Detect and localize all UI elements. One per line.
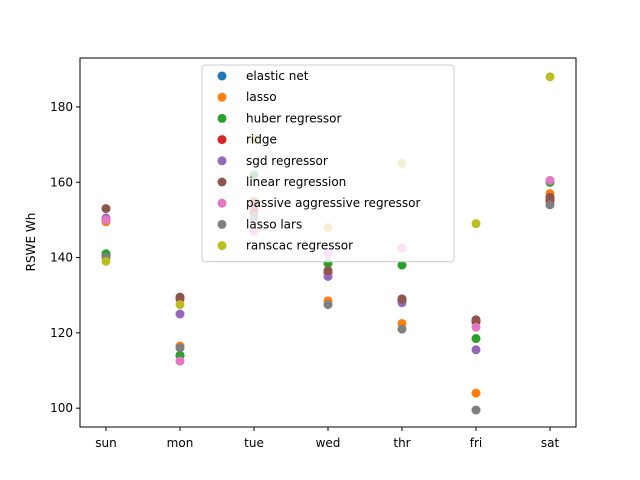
point-lasso-lars-wed <box>323 300 333 310</box>
legend-marker-lasso <box>217 92 227 102</box>
legend-label-ranscac-regressor: ranscac regressor <box>246 239 353 253</box>
legend-label-lasso: lasso <box>246 90 277 104</box>
point-passive-aggressive-regressor-sun <box>101 215 111 225</box>
point-lasso-lars-fri <box>471 405 481 415</box>
legend-marker-linear-regression <box>217 177 227 187</box>
point-ranscac-regressor-sun <box>101 256 111 266</box>
point-linear-regression-thr <box>397 294 407 304</box>
legend-marker-huber-regressor <box>217 113 227 123</box>
point-huber-regressor-fri <box>471 334 481 344</box>
legend-label-ridge: ridge <box>246 133 277 147</box>
legend-label-elastic-net: elastic net <box>246 69 309 83</box>
y-axis: 100 120 140 160 180 <box>50 100 80 415</box>
x-tick-label-thr: thr <box>393 436 410 450</box>
legend-marker-sgd-regressor <box>217 156 227 166</box>
point-ranscac-regressor-sat <box>545 72 555 82</box>
x-tick-label-mon: mon <box>167 436 194 450</box>
point-linear-regression-sat <box>545 192 555 202</box>
point-linear-regression-fri <box>471 315 481 325</box>
legend-marker-passive-aggressive-regressor <box>217 198 227 208</box>
x-tick-label-wed: wed <box>316 436 341 450</box>
legend-label-huber-regressor: huber regressor <box>246 111 342 125</box>
x-tick-label-sat: sat <box>541 436 560 450</box>
point-huber-regressor-thr <box>397 260 407 270</box>
point-linear-regression-mon <box>175 292 185 302</box>
y-tick-label-140: 140 <box>50 251 73 265</box>
legend-label-sgd-regressor: sgd regressor <box>246 154 328 168</box>
legend: elastic net lasso huber regressor ridge sgd … <box>201 64 455 263</box>
y-tick-label-120: 120 <box>50 326 73 340</box>
point-lasso-lars-mon <box>175 343 185 353</box>
x-tick-label-sun: sun <box>95 436 116 450</box>
point-sgd-regressor-mon <box>175 309 185 319</box>
legend-marker-ranscac-regressor <box>217 241 227 251</box>
legend-marker-lasso-lars <box>217 219 227 229</box>
x-axis: sun mon tue wed thr fri sat <box>95 427 559 450</box>
legend-box <box>201 64 455 263</box>
point-linear-regression-sun <box>101 204 111 214</box>
point-passive-aggressive-regressor-fri <box>471 322 481 332</box>
point-lasso-lars-sat <box>545 200 555 210</box>
legend-label-lasso-lars: lasso lars <box>246 217 302 231</box>
point-linear-regression-wed <box>323 266 333 276</box>
legend-label-passive-aggressive-regressor: passive aggressive regressor <box>246 196 420 210</box>
y-tick-label-160: 160 <box>50 175 73 189</box>
x-tick-label-tue: tue <box>244 436 264 450</box>
point-sgd-regressor-fri <box>471 345 481 355</box>
point-ranscac-regressor-fri <box>471 219 481 229</box>
legend-label-linear-regression: linear regression <box>246 175 346 189</box>
point-lasso-fri <box>471 388 481 398</box>
y-tick-label-180: 180 <box>50 100 73 114</box>
legend-marker-ridge <box>217 135 227 145</box>
legend-marker-elastic-net <box>217 71 227 81</box>
point-passive-aggressive-regressor-sat <box>545 175 555 185</box>
y-axis-title: RSWE Wh <box>24 213 38 272</box>
point-ranscac-regressor-mon <box>175 300 185 310</box>
point-lasso-lars-thr <box>397 324 407 334</box>
x-tick-label-fri: fri <box>470 436 483 450</box>
point-passive-aggressive-regressor-mon <box>175 356 185 366</box>
y-tick-label-100: 100 <box>50 401 73 415</box>
